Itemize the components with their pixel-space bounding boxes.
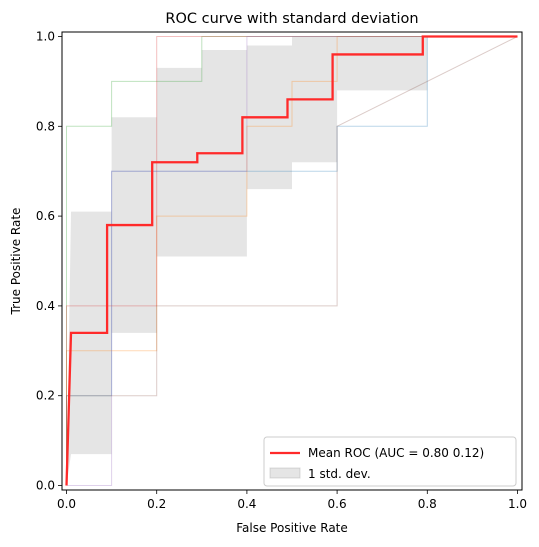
std-band-area <box>66 36 518 486</box>
x-tick-label: 0.2 <box>147 497 166 511</box>
y-tick-label: 0.0 <box>36 479 55 493</box>
legend-box <box>263 436 517 487</box>
x-axis-label: False Positive Rate <box>236 521 348 535</box>
legend-band-swatch <box>269 467 301 479</box>
fold-roc-curve-5 <box>66 35 518 487</box>
std-band-layer <box>66 36 518 486</box>
mean-roc-line <box>65 35 518 486</box>
y-tick-label: 0.8 <box>36 119 55 133</box>
plot-area <box>61 31 523 491</box>
x-axis-ticks: 0.0 0.2 0.4 0.6 0.8 1.0 <box>57 490 527 511</box>
x-tick-label: 0.6 <box>328 497 347 511</box>
fold-curves-layer <box>66 35 518 487</box>
x-tick-label: 0.4 <box>237 497 256 511</box>
mean-roc-layer <box>65 35 518 486</box>
fold-roc-curve-6 <box>66 36 518 486</box>
x-tick-label: 1.0 <box>508 497 527 511</box>
legend: Mean ROC (AUC = 0.80 0.12) 1 std. dev. <box>263 436 517 487</box>
legend-mean-label: Mean ROC (AUC = 0.80 0.12) <box>308 446 484 460</box>
fold-roc-curve-1 <box>66 35 518 486</box>
axes-frame <box>61 31 523 491</box>
y-tick-label: 0.2 <box>36 389 55 403</box>
fold-roc-curve-2 <box>66 35 518 486</box>
y-axis-label: True Positive Rate <box>9 208 23 316</box>
y-tick-label: 0.4 <box>36 299 55 313</box>
chart-title: ROC curve with standard deviation <box>165 11 418 27</box>
x-tick-label: 0.0 <box>57 497 76 511</box>
x-tick-label: 0.8 <box>418 497 437 511</box>
y-axis-ticks: 0.0 0.2 0.4 0.6 0.8 1.0 <box>36 29 62 493</box>
y-tick-label: 0.6 <box>36 209 55 223</box>
legend-band-label: 1 std. dev. <box>308 467 371 481</box>
fold-roc-curve-4 <box>66 35 518 486</box>
y-tick-label: 1.0 <box>36 29 55 43</box>
fold-roc-curve-3 <box>66 35 518 486</box>
